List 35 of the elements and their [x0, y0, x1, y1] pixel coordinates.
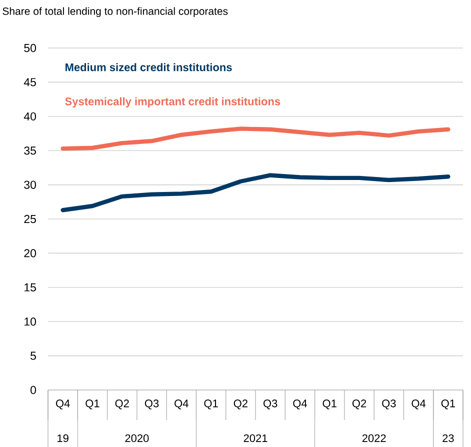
y-tick-label: 0 [30, 386, 36, 394]
x-tick-label: Q1 [204, 400, 218, 410]
text: 19 [58, 434, 68, 442]
text: Medium sized credit institutions [66, 63, 232, 72]
y-tick-label: 25 [24, 214, 36, 224]
text: 2021 [244, 434, 268, 442]
y-tick-label: 40 [24, 112, 36, 120]
text: 2022 [362, 434, 386, 442]
text: 23 [442, 434, 454, 442]
x-tick-label: Q3 [144, 400, 159, 410]
y-tick-label: 35 [24, 146, 36, 155]
line-series [60, 173, 450, 212]
x-tick-label: Q2 [352, 400, 366, 410]
x-tick-label: Q3 [264, 400, 278, 410]
x-tick-label: Q4 [56, 400, 70, 410]
y-tick-label: 20 [24, 249, 36, 258]
x-tick-label: Q2 [115, 400, 129, 410]
x-tick-label: Q4 [293, 400, 307, 410]
x-tick-label: Q1 [441, 400, 455, 410]
x-tick-label: Q1 [322, 400, 336, 410]
x-tick-label: Q4 [412, 400, 426, 410]
y-tick-label: 45 [24, 78, 36, 86]
x-tick-label: Q4 [174, 400, 188, 410]
y-tick-label: 15 [24, 283, 36, 292]
x-tick-label: Q1 [86, 400, 100, 410]
y-tick-label: 5 [30, 352, 36, 360]
y-tick-label: 30 [24, 180, 36, 189]
x-tick-label: Q3 [382, 400, 396, 410]
line-series [60, 126, 450, 151]
chart-title: Share of total lending to non-financial corporates [2, 7, 228, 17]
text: 2020 [125, 434, 149, 442]
y-tick-label: 10 [24, 318, 36, 326]
y-tick-label: 50 [24, 44, 36, 52]
x-tick-label: Q2 [234, 400, 248, 410]
text: Systemically important credit institutions [65, 97, 280, 108]
